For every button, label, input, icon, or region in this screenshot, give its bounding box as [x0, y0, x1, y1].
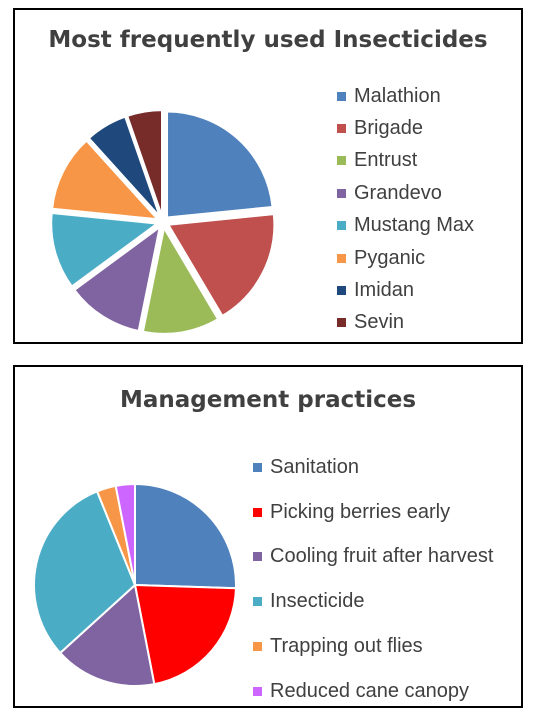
legend-item-cooling-fruit-after-harvest: Cooling fruit after harvest — [253, 535, 493, 580]
legend-item-brigade: Brigade — [337, 112, 474, 144]
pie-slice-entrust — [141, 225, 220, 335]
legend-item-reduced-cane-canopy: Reduced cane canopy — [253, 669, 493, 714]
legend-swatch — [253, 642, 262, 652]
legend-swatch — [337, 318, 346, 328]
legend-swatch — [253, 552, 262, 562]
legend-label: Entrust — [354, 149, 418, 172]
legend-swatch — [337, 124, 346, 134]
legend-label: Sevin — [354, 311, 405, 334]
insecticides-chart: Most frequently used Insecticides Malath… — [13, 8, 523, 344]
legend-label: Trapping out flies — [270, 635, 423, 658]
pie-slice-cooling-fruit-after-harvest — [58, 583, 156, 687]
legend-item-sevin: Sevin — [337, 307, 474, 339]
legend-swatch — [253, 597, 262, 607]
pie-slice-picking-berries-early — [133, 583, 237, 686]
legend-item-picking-berries-early: Picking berries early — [253, 490, 493, 535]
legend-item-entrust: Entrust — [337, 145, 474, 177]
legend-item-mustang-max: Mustang Max — [337, 210, 474, 242]
legend-label: Insecticide — [270, 590, 365, 613]
legend-item-pyganic: Pyganic — [337, 242, 474, 274]
legend-label: Pyganic — [354, 246, 426, 269]
management-practices-chart: Management practices Sanitation Picking b… — [13, 365, 523, 708]
legend-label: Malathion — [354, 84, 441, 107]
legend-label: Reduced cane canopy — [270, 679, 470, 702]
pie-slice-pyganic — [51, 139, 161, 221]
legend-item-trapping-out-flies: Trapping out flies — [253, 624, 493, 669]
insecticides-pie — [50, 109, 276, 335]
legend-label: Picking berries early — [270, 500, 451, 523]
legend-label: Imidan — [354, 279, 415, 302]
legend-item-grandevo: Grandevo — [337, 177, 474, 209]
legend-item-insecticide: Insecticide — [253, 579, 493, 624]
legend-swatch — [337, 188, 346, 198]
legend-label: Brigade — [354, 117, 423, 140]
legend-label: Cooling fruit after harvest — [270, 545, 494, 568]
pie-slice-mustang-max — [50, 211, 160, 288]
legend-label: Mustang Max — [354, 214, 475, 237]
pie-slice-malathion — [166, 110, 274, 219]
management-practices-pie — [33, 482, 237, 687]
legend-item-sanitation: Sanitation — [253, 445, 493, 490]
legend-swatch — [337, 221, 346, 231]
legend-swatch — [337, 156, 346, 166]
legend-swatch — [337, 91, 346, 101]
pie-slice-brigade — [166, 213, 276, 318]
legend-swatch — [253, 507, 262, 517]
insecticides-legend: Malathion Brigade Entrust Grandevo Mustang M… — [337, 80, 474, 339]
legend-swatch — [253, 462, 262, 472]
legend-label: Grandevo — [354, 181, 442, 204]
pie-slice-sevin — [125, 109, 164, 217]
legend-item-imidan: Imidan — [337, 274, 474, 306]
pie-slice-grandevo — [73, 224, 162, 333]
chart-title: Management practices — [119, 387, 417, 413]
pie-slice-reduced-cane-canopy — [114, 482, 136, 586]
legend-item-malathion: Malathion — [337, 80, 474, 112]
legend-swatch — [337, 286, 346, 296]
legend-swatch — [253, 686, 262, 696]
chart-title: Most frequently used Insecticides — [48, 27, 488, 53]
legend-swatch — [337, 253, 346, 263]
pie-slice-insecticide — [33, 490, 137, 655]
pie-slice-imidan — [87, 115, 161, 218]
pie-slice-sanitation — [134, 482, 237, 590]
management-practices-legend: Sanitation Picking berries early Cooling f… — [253, 445, 493, 714]
legend-label: Sanitation — [270, 455, 359, 478]
